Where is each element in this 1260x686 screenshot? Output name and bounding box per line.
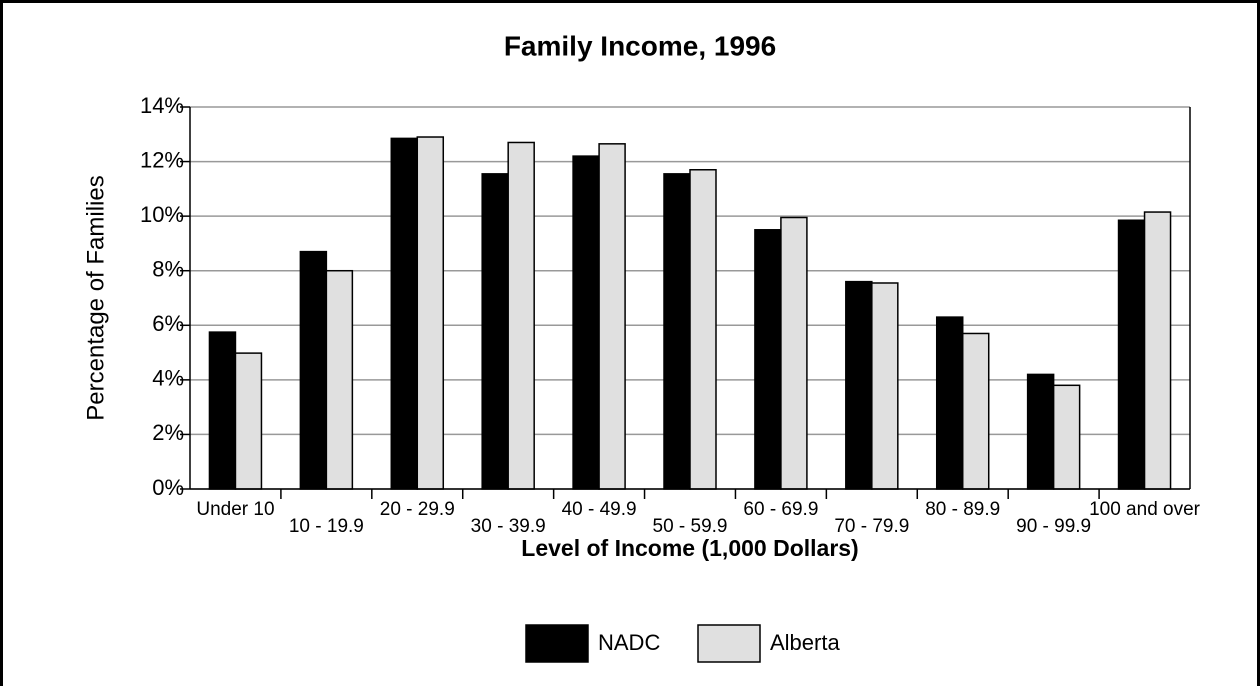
bar	[663, 173, 691, 490]
bar	[1117, 219, 1146, 490]
bar	[598, 143, 626, 490]
bar	[325, 269, 354, 490]
y-tick-label: 6%	[152, 311, 184, 336]
x-tick-label: 10 - 19.9	[289, 516, 364, 537]
bar	[1052, 384, 1081, 490]
bar	[1143, 211, 1172, 490]
y-tick-label: 8%	[152, 257, 184, 282]
y-tick-label: 14%	[140, 93, 184, 118]
x-tick-label: 20 - 29.9	[380, 499, 455, 520]
bar	[234, 352, 263, 490]
y-tick-label: 2%	[152, 420, 184, 445]
bar	[1026, 373, 1055, 490]
bar	[845, 280, 873, 490]
bar	[390, 137, 419, 490]
bar	[572, 155, 600, 490]
legend-label: NADC	[598, 630, 660, 655]
x-tick-label: 100 and over	[1089, 499, 1201, 520]
y-tick-label: 10%	[140, 202, 184, 227]
bar	[689, 169, 717, 490]
chart-title: Family Income, 1996	[504, 30, 776, 61]
x-tick-label: 40 - 49.9	[562, 499, 637, 520]
bar	[780, 216, 808, 490]
bar	[935, 316, 964, 490]
legend-swatch	[697, 624, 761, 663]
x-tick-label: 30 - 39.9	[471, 516, 546, 537]
y-tick-label: 4%	[152, 366, 184, 391]
x-tick-label: 90 - 99.9	[1016, 516, 1091, 537]
bar	[961, 332, 990, 490]
x-tick-label: 60 - 69.9	[743, 499, 818, 520]
x-tick-label: 50 - 59.9	[653, 516, 728, 537]
x-axis-title: Level of Income (1,000 Dollars)	[521, 535, 858, 561]
y-axis-title: Percentage of Families	[82, 175, 109, 420]
y-tick-label: 12%	[140, 147, 184, 172]
x-tick-label: Under 10	[196, 499, 274, 520]
x-tick-label: 80 - 89.9	[925, 499, 1000, 520]
bar	[507, 141, 535, 490]
legend-swatch	[525, 624, 589, 663]
bar	[416, 136, 445, 490]
bar	[754, 229, 782, 490]
bar	[299, 250, 328, 490]
y-tick-label: 0%	[152, 475, 184, 500]
x-tick-label: 70 - 79.9	[834, 516, 909, 537]
bar	[208, 331, 237, 490]
bar	[481, 173, 509, 490]
bar	[871, 282, 899, 490]
legend-label: Alberta	[770, 630, 840, 655]
